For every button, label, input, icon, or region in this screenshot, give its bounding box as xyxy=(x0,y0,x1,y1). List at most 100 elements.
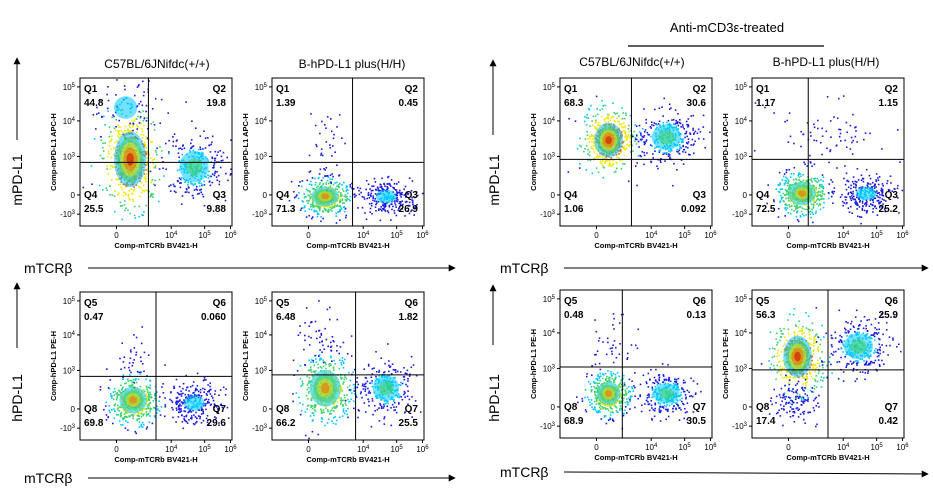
y-arrow-label-hpdl1-right: hPD-L1 xyxy=(486,374,502,422)
event-dot xyxy=(813,201,815,203)
event-dot xyxy=(344,394,346,396)
event-dot xyxy=(591,135,593,137)
event-dot xyxy=(617,121,619,123)
event-dot xyxy=(319,330,321,332)
event-dot xyxy=(176,407,178,409)
event-dot xyxy=(176,140,178,142)
event-dot xyxy=(119,420,121,422)
event-dot xyxy=(851,142,853,144)
density-core xyxy=(379,381,393,395)
event-dot xyxy=(114,410,116,412)
quadrant-percent: 44.8 xyxy=(84,98,104,109)
event-dot xyxy=(107,417,109,419)
event-dot xyxy=(140,371,142,373)
event-dot xyxy=(776,188,778,190)
event-dot xyxy=(179,408,181,410)
event-dot xyxy=(211,142,213,144)
event-dot xyxy=(343,182,345,184)
event-dot xyxy=(347,399,349,401)
event-dot xyxy=(372,398,374,400)
event-dot xyxy=(386,402,388,404)
event-dot xyxy=(111,179,113,181)
event-dot xyxy=(93,114,95,116)
event-dot xyxy=(375,376,377,378)
event-dot xyxy=(139,206,141,208)
event-dot xyxy=(692,144,694,146)
event-dot xyxy=(785,189,787,191)
event-dot xyxy=(398,403,400,405)
event-dot xyxy=(844,165,846,167)
event-dot xyxy=(869,133,871,135)
event-dot xyxy=(310,337,312,339)
event-dot xyxy=(345,217,347,219)
event-dot xyxy=(138,111,140,113)
event-dot xyxy=(114,190,116,192)
event-dot xyxy=(306,389,308,391)
event-dot xyxy=(304,340,306,342)
event-dot xyxy=(212,182,214,184)
event-dot xyxy=(862,206,864,208)
event-dot xyxy=(193,197,195,199)
event-dot xyxy=(846,189,848,191)
event-dot xyxy=(143,211,145,213)
event-dot xyxy=(365,388,367,390)
event-dot xyxy=(870,203,872,205)
event-dot xyxy=(203,391,205,393)
event-dot xyxy=(211,395,213,397)
event-dot xyxy=(679,148,681,150)
event-dot xyxy=(397,396,399,398)
event-dot xyxy=(343,202,345,204)
event-dot xyxy=(388,371,390,373)
event-dot xyxy=(154,416,156,418)
event-dot xyxy=(616,163,618,165)
event-dot xyxy=(132,362,134,364)
event-dot xyxy=(103,409,105,411)
event-dot xyxy=(194,184,196,186)
event-dot xyxy=(308,391,310,393)
quadrant-name: Q3 xyxy=(213,190,227,201)
event-dot xyxy=(345,400,347,402)
event-dot xyxy=(814,127,816,129)
event-dot xyxy=(830,120,832,122)
event-dot xyxy=(128,415,130,417)
event-dot xyxy=(329,413,331,415)
event-dot xyxy=(589,125,591,127)
event-dot xyxy=(184,181,186,183)
event-dot xyxy=(368,184,370,186)
event-dot xyxy=(592,139,594,141)
event-dot xyxy=(343,362,345,364)
event-dot xyxy=(831,196,833,198)
event-dot xyxy=(310,194,312,196)
event-dot xyxy=(820,179,822,181)
event-dot xyxy=(348,372,350,374)
event-dot xyxy=(212,397,214,399)
event-dot xyxy=(302,180,304,182)
event-dot xyxy=(161,406,163,408)
event-dot xyxy=(589,151,591,153)
quadrant-percent: 1.17 xyxy=(756,98,776,109)
y-tick-label: 104 xyxy=(63,117,76,126)
event-dot xyxy=(321,153,323,155)
event-dot xyxy=(139,412,141,414)
density-core xyxy=(321,194,329,200)
event-dot xyxy=(773,199,775,201)
event-dot xyxy=(332,336,334,338)
event-dot xyxy=(129,199,131,201)
event-dot xyxy=(321,121,323,123)
event-dot xyxy=(225,394,227,396)
event-dot xyxy=(325,362,327,364)
event-dot xyxy=(145,205,147,207)
event-dot xyxy=(826,148,828,150)
event-dot xyxy=(351,355,353,357)
event-dot xyxy=(109,145,111,147)
event-dot xyxy=(131,380,133,382)
event-dot xyxy=(316,338,318,340)
event-dot xyxy=(844,140,846,142)
event-dot xyxy=(843,202,845,204)
event-dot xyxy=(293,360,295,362)
event-dot xyxy=(347,198,349,200)
event-dot xyxy=(848,181,850,183)
event-dot xyxy=(353,408,355,410)
quadrant-percent: 1.06 xyxy=(564,204,584,215)
event-dot xyxy=(357,207,359,209)
